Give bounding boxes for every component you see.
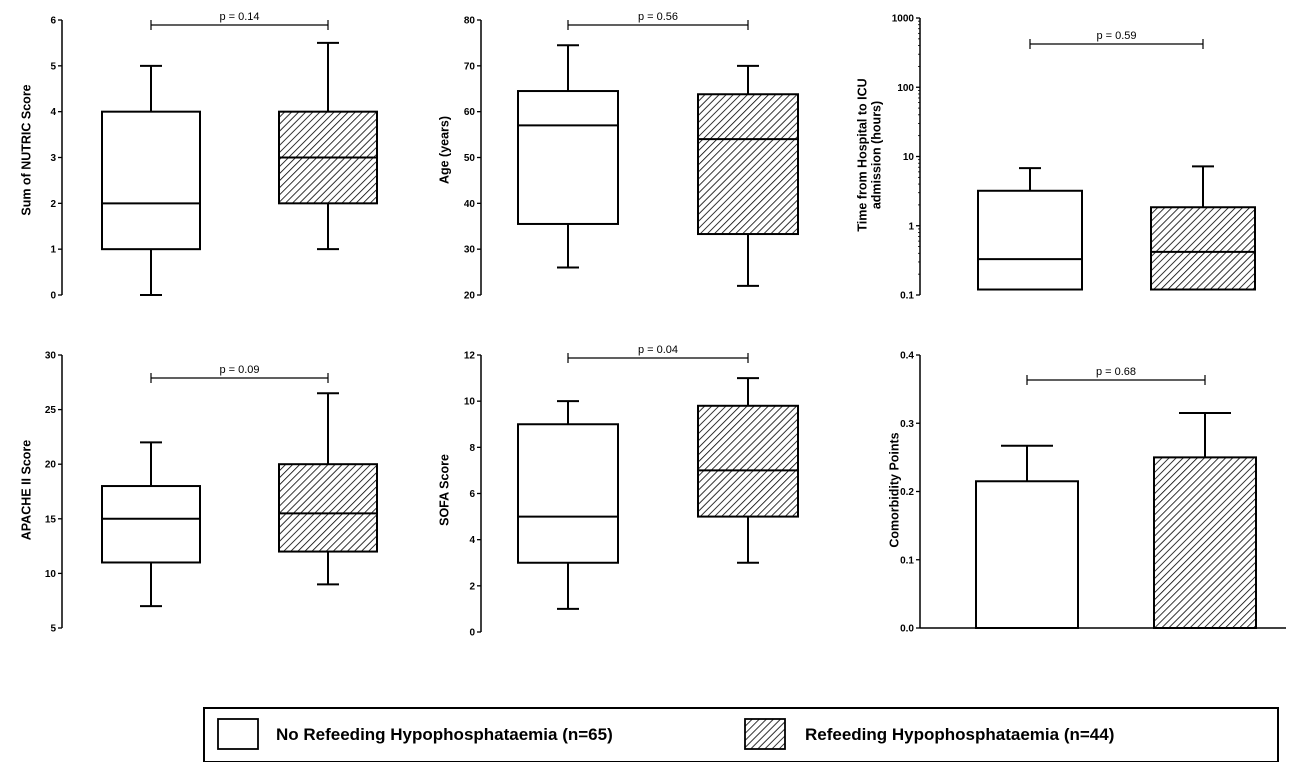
y-tick-label: 20 bbox=[45, 460, 57, 471]
y-tick-label: 4 bbox=[469, 535, 475, 546]
box-iqr bbox=[697, 404, 799, 518]
box-iqr bbox=[517, 90, 619, 225]
y-tick-label: 20 bbox=[464, 291, 476, 302]
y-axis-label: Time from Hospital to ICUadmission (hour… bbox=[855, 78, 883, 231]
box-iqr bbox=[1150, 206, 1256, 291]
y-tick-label: 8 bbox=[469, 443, 475, 454]
y-tick-label: 100 bbox=[897, 83, 914, 94]
p-value-label: p = 0.09 bbox=[219, 364, 259, 376]
y-tick-label: 30 bbox=[464, 245, 476, 256]
y-tick-label: 3 bbox=[50, 153, 56, 164]
p-value-label: p = 0.56 bbox=[638, 11, 678, 23]
box-iqr bbox=[101, 485, 201, 564]
legend: No Refeeding Hypophosphataemia (n=65) Re… bbox=[203, 707, 1279, 762]
legend-label-no-refeeding: No Refeeding Hypophosphataemia (n=65) bbox=[276, 725, 613, 744]
y-tick-label: 0 bbox=[50, 291, 56, 302]
y-tick-label: 30 bbox=[45, 351, 57, 362]
y-axis-label-line: admission (hours) bbox=[870, 101, 884, 209]
panel-2: 20 30 40 50 60 70 80 Age (years) p = 0.56 bbox=[437, 11, 799, 302]
y-tick-label: 2 bbox=[469, 581, 475, 592]
y-axis-label: Sum of NUTRIC Score bbox=[19, 84, 33, 215]
panel-5: 0 2 4 6 8 10 12 SOFA Score p = 0.04 bbox=[437, 344, 799, 639]
y-tick-label: 2 bbox=[50, 199, 56, 210]
y-tick-label: 0.4 bbox=[900, 351, 914, 362]
legend-swatch-hatched bbox=[744, 718, 786, 750]
y-axis-label-line: Time from Hospital to ICU bbox=[855, 78, 869, 231]
y-axis-label: APACHE II Score bbox=[19, 440, 33, 541]
y-tick-label: 10 bbox=[464, 397, 476, 408]
panel-6: 0.0 0.1 0.2 0.3 0.4 Comorbidity Points p = 0.6… bbox=[887, 351, 1286, 635]
y-tick-label: 0.2 bbox=[900, 487, 914, 498]
y-tick-label: 5 bbox=[50, 624, 56, 635]
y-tick-label: 6 bbox=[50, 16, 56, 27]
y-axis-label-line: APACHE II Score bbox=[19, 440, 33, 541]
panel-1: 0 1 2 3 4 5 6 Sum of NUTRIC Score p = 0.14 bbox=[19, 11, 378, 302]
legend-frame bbox=[203, 707, 1279, 762]
y-tick-label: 15 bbox=[45, 514, 57, 525]
legend-label-refeeding: Refeeding Hypophosphataemia (n=44) bbox=[805, 725, 1114, 744]
bar bbox=[975, 480, 1079, 630]
y-tick-label: 12 bbox=[464, 351, 476, 362]
y-tick-label: 10 bbox=[903, 152, 915, 163]
legend-swatch-plain bbox=[217, 718, 259, 750]
y-axis-label: SOFA Score bbox=[437, 454, 451, 526]
box-iqr bbox=[278, 463, 378, 553]
y-tick-label: 60 bbox=[464, 107, 476, 118]
y-tick-label: 5 bbox=[50, 61, 56, 72]
y-axis-label-line: Age (years) bbox=[437, 116, 451, 184]
y-tick-label: 0.3 bbox=[900, 419, 914, 430]
y-tick-label: 10 bbox=[45, 569, 57, 580]
p-value-label: p = 0.59 bbox=[1096, 30, 1136, 42]
y-tick-label: 1000 bbox=[892, 14, 915, 25]
panel-3: 0.1 1 10 100 1000 Time from Hospital to ICUad… bbox=[855, 14, 1256, 302]
y-tick-label: 25 bbox=[45, 405, 57, 416]
p-value-label: p = 0.04 bbox=[638, 344, 678, 356]
y-axis-label: Comorbidity Points bbox=[887, 432, 901, 547]
y-tick-label: 6 bbox=[469, 489, 475, 500]
y-tick-label: 0 bbox=[469, 628, 475, 639]
y-axis-label-line: Sum of NUTRIC Score bbox=[19, 84, 33, 215]
y-tick-label: 1 bbox=[50, 245, 56, 256]
box-iqr bbox=[101, 110, 201, 251]
box-iqr bbox=[697, 93, 799, 236]
y-tick-label: 50 bbox=[464, 153, 476, 164]
y-tick-label: 0.1 bbox=[900, 291, 914, 302]
y-axis-label: Age (years) bbox=[437, 116, 451, 184]
box-iqr bbox=[517, 423, 619, 564]
y-tick-label: 4 bbox=[50, 107, 56, 118]
p-value-label: p = 0.68 bbox=[1096, 366, 1136, 378]
box-iqr bbox=[977, 189, 1083, 291]
y-tick-label: 0.1 bbox=[900, 555, 914, 566]
y-tick-label: 40 bbox=[464, 199, 476, 210]
y-tick-label: 1 bbox=[908, 221, 914, 232]
y-tick-label: 80 bbox=[464, 16, 476, 27]
y-tick-label: 70 bbox=[464, 61, 476, 72]
p-value-label: p = 0.14 bbox=[219, 11, 259, 23]
panel-4: 5 10 15 20 25 30 APACHE II Score p = 0.09 bbox=[19, 351, 378, 635]
y-tick-label: 0.0 bbox=[900, 624, 914, 635]
bar bbox=[1153, 456, 1257, 629]
y-axis-label-line: SOFA Score bbox=[437, 454, 451, 526]
y-axis-label-line: Comorbidity Points bbox=[887, 432, 901, 547]
